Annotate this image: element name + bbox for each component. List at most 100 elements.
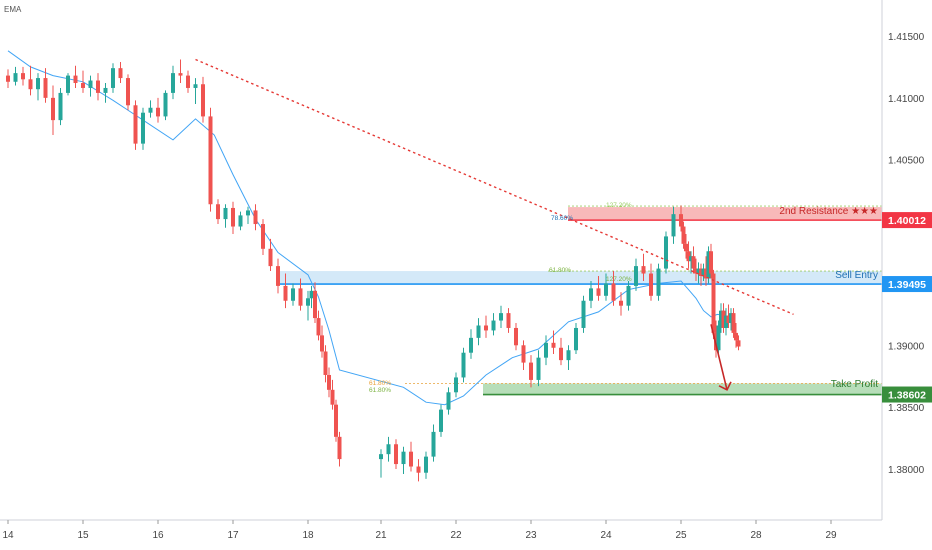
candle	[13, 66, 18, 86]
candle	[736, 335, 741, 351]
candle-body	[566, 350, 571, 361]
time-tick-label: 25	[675, 530, 687, 541]
candle-body	[641, 266, 646, 274]
candle	[88, 75, 93, 97]
candle	[424, 451, 428, 479]
take-profit-price-badge: 1.38602	[882, 386, 932, 403]
candle	[596, 276, 601, 301]
candle-body	[51, 97, 55, 121]
candle	[141, 107, 145, 150]
candle	[709, 243, 713, 279]
candle-body	[58, 92, 63, 121]
candle	[716, 320, 721, 356]
candle-body	[684, 243, 688, 252]
candle	[201, 76, 205, 123]
candle	[649, 263, 653, 301]
time-axis[interactable]: 14 15 16 17 18 21 22 23 24 25 28 29	[2, 520, 837, 541]
candle-body	[291, 288, 295, 301]
candle	[103, 83, 108, 103]
candle-body	[193, 84, 198, 88]
candle	[73, 65, 78, 88]
candle	[21, 66, 25, 86]
candle-body	[171, 73, 175, 93]
candle	[684, 233, 688, 259]
time-tick-label: 21	[375, 530, 387, 541]
take-profit-zone	[483, 383, 882, 395]
candle	[694, 258, 698, 281]
candle-body	[36, 78, 40, 90]
entry-zone	[276, 271, 882, 285]
fib-label-t1: 61.80%	[369, 380, 391, 387]
take-profit-label: Take Profit	[831, 379, 878, 390]
candle-body	[103, 87, 108, 93]
candle-body	[604, 283, 608, 296]
candle	[619, 292, 623, 316]
candle	[446, 387, 451, 415]
candle-body	[327, 374, 331, 390]
candle	[246, 206, 250, 225]
candle	[238, 211, 243, 231]
candle	[431, 424, 436, 462]
candle-body	[711, 273, 716, 333]
entry-price-badge: 1.39495	[882, 276, 932, 293]
candle	[499, 305, 503, 328]
candle	[734, 323, 738, 348]
candle	[729, 308, 733, 331]
candle-body	[529, 362, 533, 380]
candle-body	[619, 300, 623, 306]
candle	[604, 273, 608, 301]
candle-body	[626, 285, 631, 306]
candle	[671, 206, 676, 244]
candle	[148, 100, 153, 118]
candle	[126, 74, 130, 111]
time-tick-label: 28	[750, 530, 762, 541]
candle-body	[734, 332, 738, 341]
candle	[696, 262, 701, 284]
candle-body	[246, 210, 250, 216]
candle-body	[66, 75, 70, 93]
indicator-label[interactable]: EMA	[4, 5, 22, 14]
candle	[268, 238, 273, 272]
candle-body	[726, 315, 731, 324]
candle-body	[141, 112, 145, 144]
candle-body	[13, 73, 18, 82]
candle	[51, 85, 55, 135]
candle-body	[611, 283, 616, 301]
candle-body	[283, 285, 288, 301]
resistance-price-text: 1.40012	[888, 215, 926, 227]
candle-body	[656, 268, 661, 296]
candle-body	[574, 327, 578, 351]
candle-body	[704, 268, 708, 279]
candle-body	[536, 357, 541, 380]
candle-body	[148, 107, 153, 113]
candle-body	[238, 215, 243, 227]
candle-body	[306, 298, 310, 306]
candle	[291, 283, 295, 306]
candle-body	[679, 214, 683, 227]
time-tick-label: 14	[2, 530, 14, 541]
price-axis[interactable]: 1.415001.410001.405001.400001.395001.390…	[888, 32, 925, 476]
resistance-zone	[568, 207, 882, 221]
candle	[529, 355, 533, 388]
sell-entry-label: Sell Entry	[835, 270, 878, 281]
candle	[484, 315, 488, 338]
candle-body	[724, 315, 728, 328]
price-tick-label: 1.41000	[888, 94, 925, 105]
candle-body	[491, 320, 496, 331]
candle	[28, 65, 33, 96]
time-tick-label: 16	[152, 530, 164, 541]
candle-body	[469, 337, 473, 353]
candle-body	[208, 116, 213, 205]
resistance-badge-bg	[882, 212, 932, 229]
fib-label-r2: 127.20%	[606, 202, 632, 209]
candle	[566, 345, 571, 371]
candle-body	[634, 266, 638, 286]
candle-body	[73, 75, 78, 84]
candle	[711, 269, 716, 340]
candle	[337, 431, 342, 467]
candle-body	[431, 431, 436, 457]
candles-layer	[6, 59, 741, 482]
candle-body	[43, 78, 48, 98]
candle	[58, 87, 63, 126]
